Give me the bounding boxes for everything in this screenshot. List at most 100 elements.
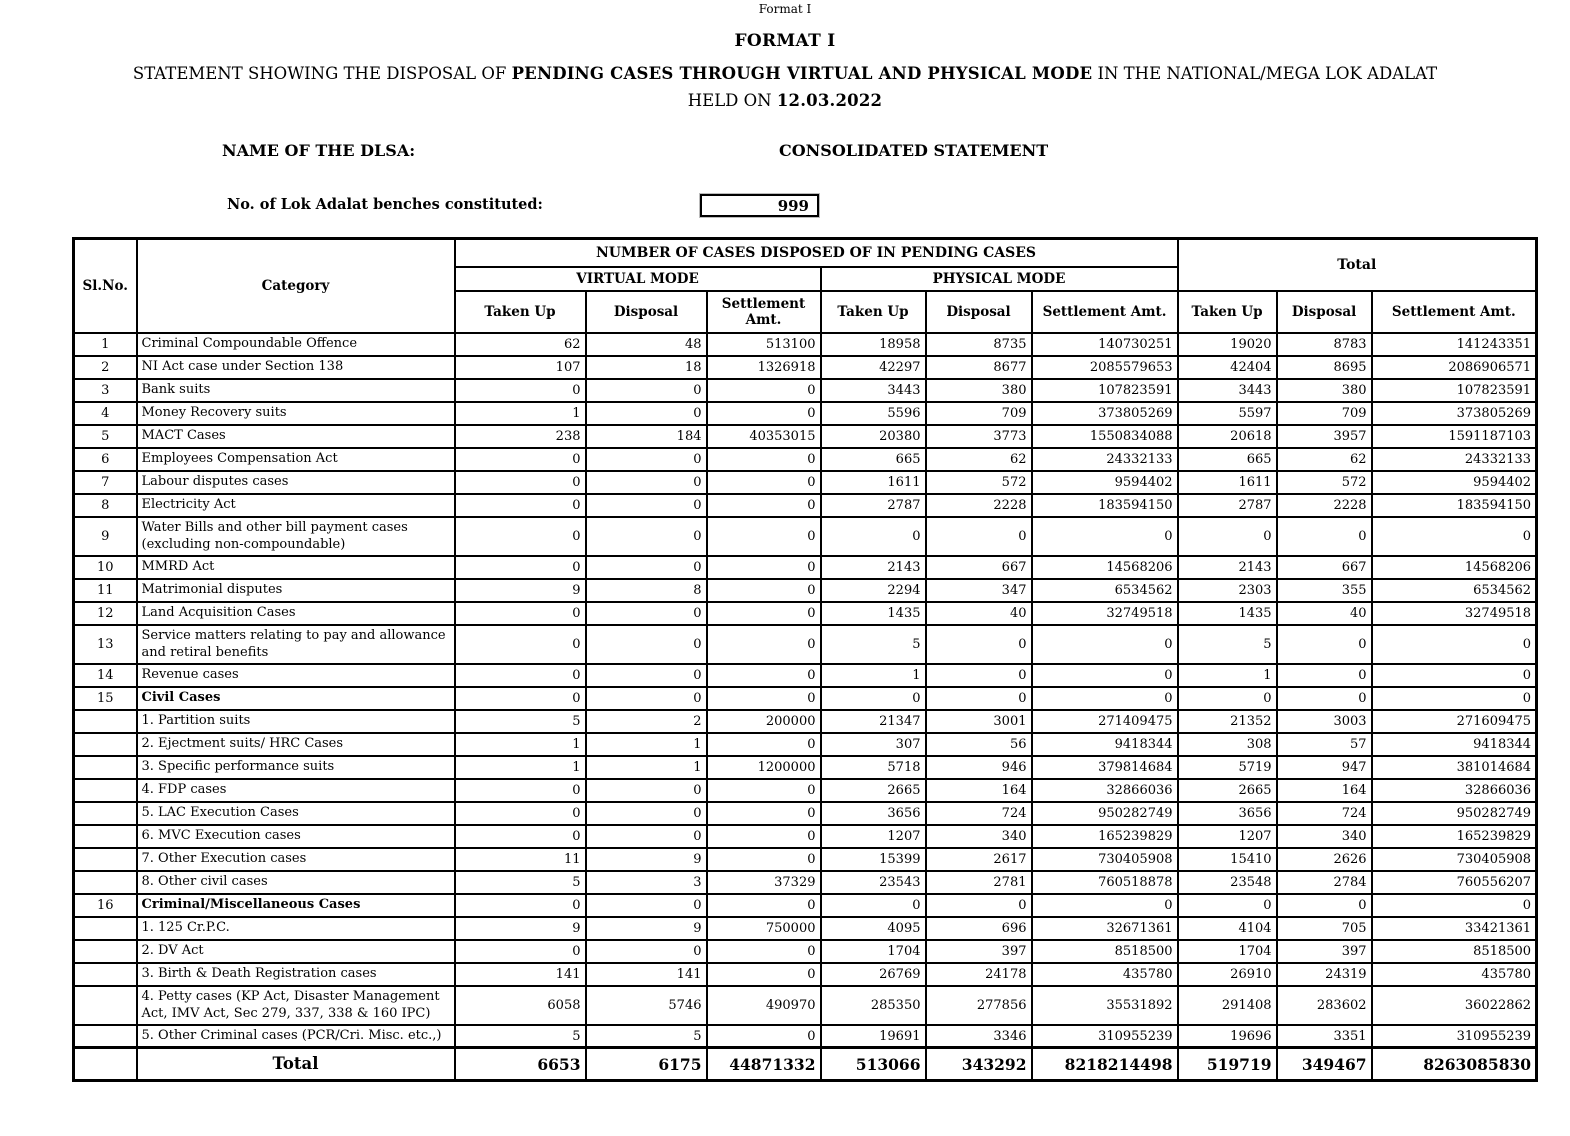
- benches-count-field[interactable]: 999: [699, 193, 820, 218]
- cell-value: 308: [1176, 731, 1278, 757]
- cell-value: 0: [584, 892, 708, 918]
- cell-value: 0: [705, 400, 822, 426]
- cell-category: 5. Other Criminal cases (PCR/Cri. Misc. …: [135, 1023, 456, 1049]
- cell-sl-no: 4: [72, 400, 138, 426]
- cell-value: 14568206: [1370, 554, 1538, 580]
- cell-value: 5: [453, 708, 587, 734]
- cell-value: 21352: [1176, 708, 1278, 734]
- cell-value: 0: [453, 800, 587, 826]
- cell-value: 56: [924, 731, 1033, 757]
- cell-category: Service matters relating to pay and allo…: [135, 623, 456, 665]
- cell-category: Criminal/Miscellaneous Cases: [135, 892, 456, 918]
- table-row: 15 Civil Cases 0 0 0 0 0 0 0 0 0: [72, 685, 1538, 711]
- cell-sl-no: [72, 708, 138, 734]
- cell-value: 355: [1275, 577, 1373, 603]
- col-header-physical-mode: PHYSICAL MODE: [819, 265, 1179, 292]
- cell-value: 724: [1275, 800, 1373, 826]
- cell-value: 18958: [819, 331, 927, 357]
- cell-value: 277856: [924, 984, 1033, 1026]
- cell-value: 0: [584, 685, 708, 711]
- cell-value: 0: [705, 469, 822, 495]
- cell-value: 2781: [924, 869, 1033, 895]
- col-header-virtual-settlement: Settlement Amt.: [705, 289, 822, 334]
- col-header-category: Category: [135, 237, 456, 334]
- cell-value: 4104: [1176, 915, 1278, 941]
- table-row: 4. Petty cases (KP Act, Disaster Managem…: [72, 984, 1538, 1026]
- cell-sl-no: [72, 1023, 138, 1049]
- total-value: 6653: [453, 1046, 587, 1082]
- cell-value: 665: [819, 446, 927, 472]
- cell-category: 1. 125 Cr.P.C.: [135, 915, 456, 941]
- cell-value: 0: [1370, 515, 1538, 557]
- total-value: 6175: [584, 1046, 708, 1082]
- cell-value: 5597: [1176, 400, 1278, 426]
- cell-value: 107: [453, 354, 587, 380]
- cell-value: 37329: [705, 869, 822, 895]
- cell-value: 0: [819, 685, 927, 711]
- page-title: FORMAT I: [734, 31, 836, 51]
- table-row: 4 Money Recovery suits 1 0 0 5596 709 373805269…: [72, 400, 1538, 426]
- col-header-total-settlement: Settlement Amt.: [1370, 289, 1538, 334]
- cell-value: 0: [584, 492, 708, 518]
- cell-value: 1611: [819, 469, 927, 495]
- cell-value: 0: [705, 577, 822, 603]
- cell-category: 2. DV Act: [135, 938, 456, 964]
- cell-value: 42297: [819, 354, 927, 380]
- cell-value: 397: [1275, 938, 1373, 964]
- col-header-physical-settlement: Settlement Amt.: [1030, 289, 1179, 334]
- cell-value: 0: [1275, 892, 1373, 918]
- subtitle-held-on: HELD ON: [687, 91, 777, 110]
- table-row: 5 MACT Cases 238 184 40353015 20380 3773 155083…: [72, 423, 1538, 449]
- cell-value: 2303: [1176, 577, 1278, 603]
- cell-sl-no: 1: [72, 331, 138, 357]
- cell-value: 19020: [1176, 331, 1278, 357]
- cell-category: 1. Partition suits: [135, 708, 456, 734]
- cell-value: 0: [1176, 892, 1278, 918]
- table-row: 6. MVC Execution cases 0 0 0 1207 340 16523982…: [72, 823, 1538, 849]
- cell-value: 1207: [1176, 823, 1278, 849]
- cell-value: 184: [584, 423, 708, 449]
- cell-value: 24332133: [1370, 446, 1538, 472]
- cell-value: 0: [705, 1023, 822, 1049]
- cell-value: 9594402: [1030, 469, 1179, 495]
- table-row: 8. Other civil cases 5 3 37329 23543 2781 7605…: [72, 869, 1538, 895]
- cell-value: 141243351: [1370, 331, 1538, 357]
- col-header-sl-no: Sl.No.: [72, 237, 138, 334]
- cell-category: Electricity Act: [135, 492, 456, 518]
- cell-value: 0: [453, 777, 587, 803]
- cell-value: 11: [453, 846, 587, 872]
- total-sl-empty: [72, 1046, 138, 1082]
- total-value: 519719: [1176, 1046, 1278, 1082]
- cell-value: 0: [705, 492, 822, 518]
- cell-value: 0: [453, 554, 587, 580]
- table-row: 2. Ejectment suits/ HRC Cases 1 1 0 307 56 941…: [72, 731, 1538, 757]
- total-value: 44871332: [705, 1046, 822, 1082]
- cell-value: 200000: [705, 708, 822, 734]
- cell-value: 3773: [924, 423, 1033, 449]
- cell-category: 3. Birth & Death Registration cases: [135, 961, 456, 987]
- total-value: 8218214498: [1030, 1046, 1179, 1082]
- col-header-group: NUMBER OF CASES DISPOSED OF IN PENDING C…: [453, 237, 1179, 268]
- cell-value: 5: [1176, 623, 1278, 665]
- cell-sl-no: 13: [72, 623, 138, 665]
- cell-category: Bank suits: [135, 377, 456, 403]
- cell-value: 435780: [1370, 961, 1538, 987]
- cell-value: 0: [1176, 685, 1278, 711]
- cell-value: 0: [705, 515, 822, 557]
- cell-value: 665: [1176, 446, 1278, 472]
- cell-value: 2787: [1176, 492, 1278, 518]
- cell-value: 32866036: [1030, 777, 1179, 803]
- table-header: Sl.No. Category NUMBER OF CASES DISPOSED…: [72, 237, 1538, 334]
- cell-value: 340: [924, 823, 1033, 849]
- col-header-total-taken-up: Taken Up: [1176, 289, 1278, 334]
- table-row: 3 Bank suits 0 0 0 3443 380 107823591 3443 380 107…: [72, 377, 1538, 403]
- cell-value: 9: [584, 915, 708, 941]
- cell-value: 5: [453, 869, 587, 895]
- cell-value: 0: [1370, 892, 1538, 918]
- cell-value: 238: [453, 423, 587, 449]
- cell-value: 1435: [819, 600, 927, 626]
- col-header-total-disposal: Disposal: [1275, 289, 1373, 334]
- cell-category: Labour disputes cases: [135, 469, 456, 495]
- cell-value: 0: [1030, 623, 1179, 665]
- cell-value: 107823591: [1370, 377, 1538, 403]
